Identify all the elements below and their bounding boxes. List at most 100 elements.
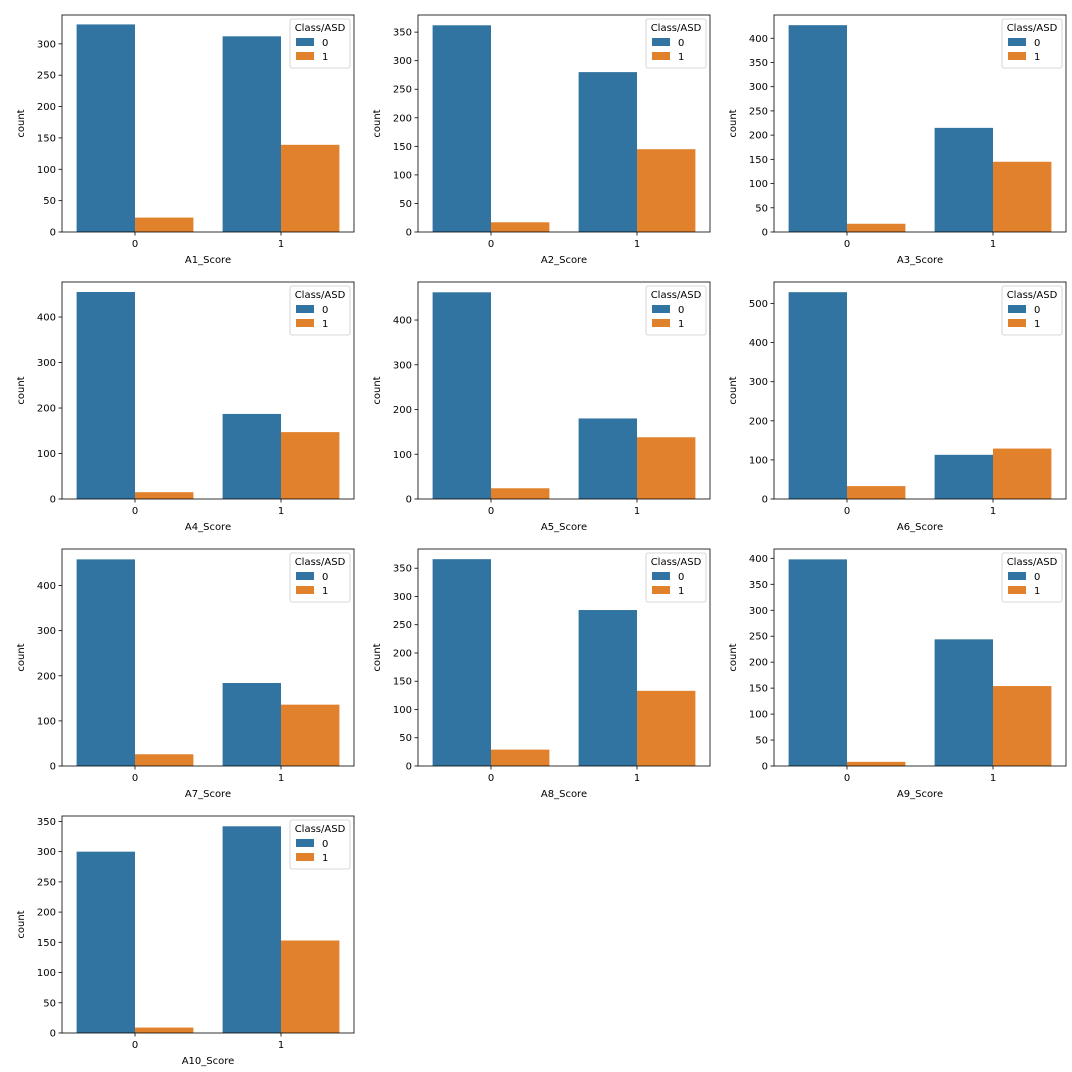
- y-axis-label: count: [372, 376, 383, 404]
- axes-frame: [417, 548, 711, 767]
- bar-A6_Score-cat1-class0: [934, 454, 993, 499]
- legend-swatch-1: [1008, 319, 1026, 327]
- y-tick-label: 400: [393, 316, 412, 327]
- legend: Class/ASD 0 1: [289, 552, 351, 603]
- x-tick-label: 1: [278, 1040, 284, 1051]
- bar-A1_Score-cat0-class0: [76, 24, 135, 232]
- legend-swatch-0: [296, 38, 314, 46]
- y-tick-label: 250: [393, 620, 412, 631]
- x-axis-label: A4_Score: [185, 522, 231, 533]
- x-tick-label: 1: [278, 239, 284, 250]
- y-tick-label: 0: [406, 228, 412, 239]
- bar-A5_Score-cat0-class0: [432, 292, 491, 499]
- legend: Class/ASD 0 1: [645, 285, 707, 336]
- y-tick-label: 350: [393, 28, 412, 39]
- legend: Class/ASD 0 1: [1001, 552, 1063, 603]
- legend-label-1: 1: [678, 52, 684, 63]
- bar-A8_Score-cat1-class1: [637, 690, 696, 766]
- bar-A3_Score-cat0-class0: [788, 25, 847, 233]
- y-tick-label: 150: [37, 133, 56, 144]
- legend-label-1: 1: [322, 319, 328, 330]
- axes-frame: [773, 548, 1067, 767]
- y-tick-label: 50: [43, 196, 56, 207]
- x-tick-label: 1: [634, 506, 640, 517]
- y-tick-label: 100: [749, 179, 768, 190]
- y-tick-label: 0: [406, 762, 412, 773]
- y-tick-label: 200: [393, 405, 412, 416]
- y-tick-label: 300: [393, 592, 412, 603]
- bar-A1_Score-cat1-class0: [222, 36, 281, 232]
- bar-A8_Score-cat1-class0: [578, 610, 637, 766]
- y-tick-label: 150: [749, 684, 768, 695]
- y-axis-label: count: [16, 643, 27, 671]
- legend: Class/ASD 0 1: [645, 18, 707, 69]
- y-tick-label: 200: [393, 648, 412, 659]
- legend: Class/ASD 0 1: [1001, 18, 1063, 69]
- y-tick-label: 50: [43, 998, 56, 1009]
- bar-A7_Score-cat1-class1: [281, 704, 340, 766]
- legend-swatch-1: [296, 319, 314, 327]
- y-tick-label: 300: [749, 82, 768, 93]
- axes-frame: [61, 14, 355, 233]
- y-tick-label: 350: [393, 564, 412, 575]
- x-tick-label: 1: [278, 506, 284, 517]
- bar-A9_Score-cat0-class0: [788, 559, 847, 766]
- y-tick-label: 400: [749, 34, 768, 45]
- x-tick-label: 1: [634, 773, 640, 784]
- legend-swatch-0: [296, 572, 314, 580]
- bar-A6_Score-cat0-class0: [788, 292, 847, 499]
- bar-A4_Score-cat1-class0: [222, 413, 281, 499]
- legend-label-0: 0: [1034, 305, 1040, 316]
- axes-frame: [61, 815, 355, 1034]
- y-tick-label: 200: [749, 131, 768, 142]
- x-axis-label: A2_Score: [541, 255, 587, 266]
- subplot-1: 0 1 0 50 100 150 200 250 300 A1_Score count Class/A…: [16, 14, 355, 266]
- axes-frame: [61, 548, 355, 767]
- subplot-6: 0 1 0 100 200 300 400 500 A6_Score count Class/ASD…: [728, 281, 1067, 533]
- legend-title: Class/ASD: [295, 23, 346, 34]
- legend: Class/ASD 0 1: [289, 819, 351, 870]
- legend-swatch-1: [296, 586, 314, 594]
- y-tick-label: 0: [50, 1029, 56, 1040]
- legend-swatch-1: [652, 586, 670, 594]
- bar-A10_Score-cat0-class0: [76, 851, 135, 1033]
- legend-swatch-1: [1008, 586, 1026, 594]
- y-tick-label: 50: [755, 203, 768, 214]
- y-axis-label: count: [16, 376, 27, 404]
- bar-A1_Score-cat1-class1: [281, 144, 340, 232]
- y-tick-label: 0: [406, 495, 412, 506]
- x-tick-label: 1: [990, 773, 996, 784]
- legend-swatch-0: [1008, 572, 1026, 580]
- y-tick-label: 100: [749, 710, 768, 721]
- x-tick-label: 1: [634, 239, 640, 250]
- y-tick-label: 50: [755, 736, 768, 747]
- x-axis-label: A6_Score: [897, 522, 943, 533]
- y-axis-label: count: [728, 643, 739, 671]
- y-tick-label: 200: [37, 671, 56, 682]
- legend-label-0: 0: [1034, 572, 1040, 583]
- bar-A3_Score-cat1-class1: [993, 161, 1052, 232]
- legend-title: Class/ASD: [1007, 557, 1058, 568]
- y-axis-label: count: [728, 376, 739, 404]
- legend-title: Class/ASD: [1007, 290, 1058, 301]
- legend-swatch-1: [1008, 52, 1026, 60]
- legend-swatch-0: [296, 839, 314, 847]
- y-tick-label: 250: [749, 632, 768, 643]
- legend-swatch-0: [652, 38, 670, 46]
- y-tick-label: 200: [37, 102, 56, 113]
- legend-title: Class/ASD: [295, 824, 346, 835]
- legend-label-0: 0: [322, 38, 328, 49]
- legend-label-0: 0: [322, 305, 328, 316]
- y-tick-label: 300: [37, 358, 56, 369]
- bar-A2_Score-cat1-class0: [578, 72, 637, 232]
- legend: Class/ASD 0 1: [289, 285, 351, 336]
- bar-A8_Score-cat0-class0: [432, 559, 491, 766]
- bar-A2_Score-cat0-class1: [491, 222, 550, 232]
- y-tick-label: 400: [37, 313, 56, 324]
- x-tick-label: 0: [844, 773, 850, 784]
- y-tick-label: 400: [749, 554, 768, 565]
- legend-swatch-1: [296, 853, 314, 861]
- bar-A4_Score-cat0-class1: [135, 492, 194, 499]
- legend-swatch-0: [652, 572, 670, 580]
- legend-title: Class/ASD: [295, 557, 346, 568]
